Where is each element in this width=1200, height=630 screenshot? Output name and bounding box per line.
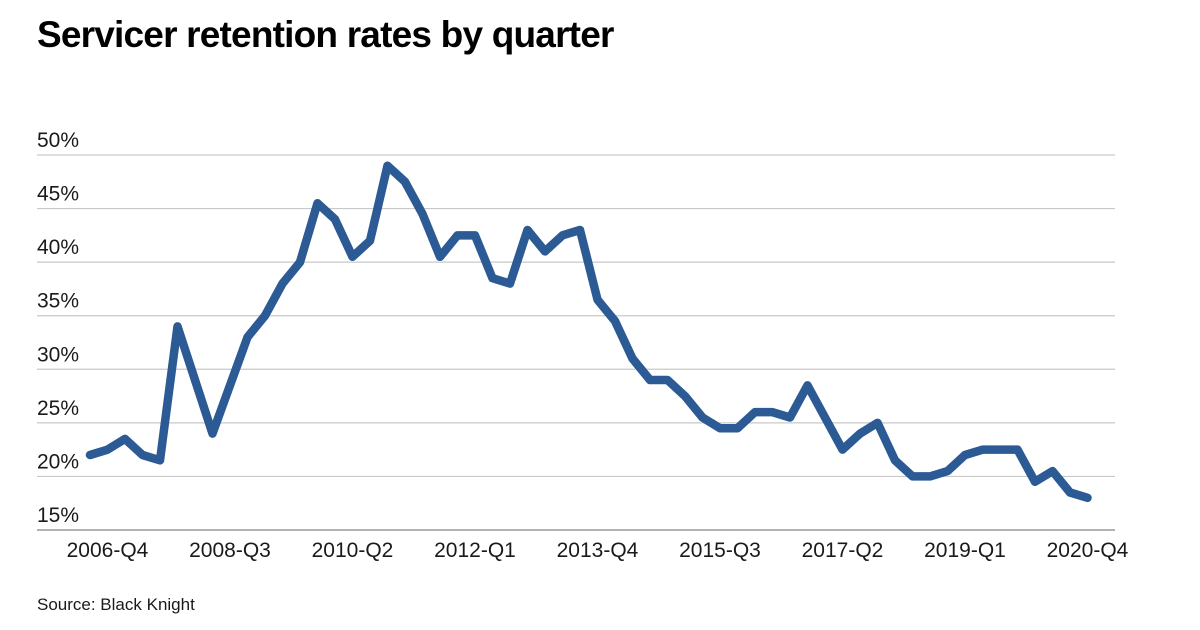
y-tick-label-40: 40% <box>37 236 79 259</box>
y-tick-label-30: 30% <box>37 343 79 366</box>
y-tick-label-35: 35% <box>37 290 79 313</box>
x-tick-label-2013-Q4: 2013-Q4 <box>557 539 639 562</box>
y-tick-label-45: 45% <box>37 183 79 206</box>
x-tick-label-2012-Q1: 2012-Q1 <box>434 539 516 562</box>
retention-rate-line <box>85 161 1092 503</box>
x-tick-label-2006-Q4: 2006-Q4 <box>67 539 149 562</box>
chart-title: Servicer retention rates by quarter <box>37 14 614 55</box>
x-tick-label-2020-Q4: 2020-Q4 <box>1047 539 1129 562</box>
y-tick-label-25: 25% <box>37 397 79 420</box>
x-tick-label-2010-Q2: 2010-Q2 <box>312 539 394 562</box>
x-tick-label-2019-Q1: 2019-Q1 <box>924 539 1006 562</box>
x-tick-label-2008-Q3: 2008-Q3 <box>189 539 271 562</box>
x-tick-label-2015-Q3: 2015-Q3 <box>679 539 761 562</box>
source-note: Source: Black Knight <box>37 595 195 614</box>
y-tick-label-20: 20% <box>37 450 79 473</box>
y-tick-label-50: 50% <box>37 129 79 152</box>
x-tick-label-2017-Q2: 2017-Q2 <box>802 539 884 562</box>
y-tick-label-15: 15% <box>37 504 79 527</box>
